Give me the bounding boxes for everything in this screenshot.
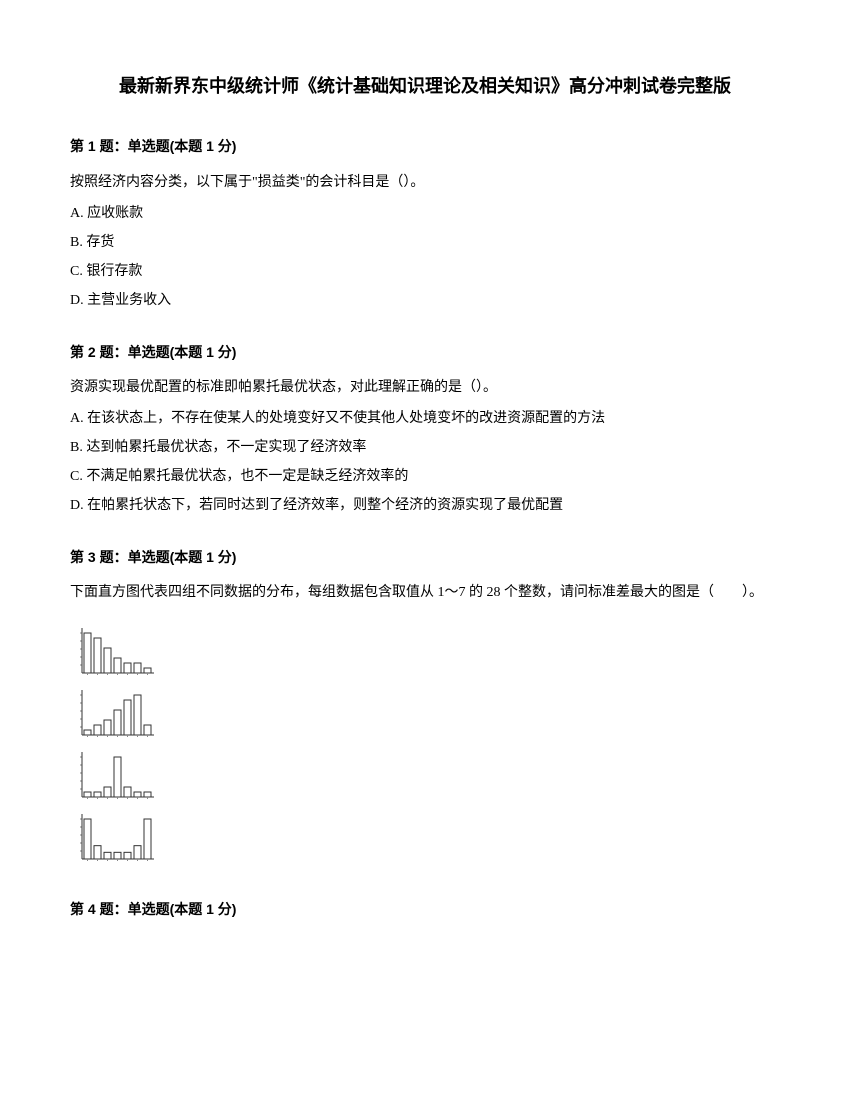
histogram-c — [70, 747, 156, 805]
q2-text: 资源实现最优配置的标准即帕累托最优状态，对此理解正确的是（）。 — [70, 375, 780, 400]
page-title: 最新新界东中级统计师《统计基础知识理论及相关知识》高分冲刺试卷完整版 — [70, 70, 780, 102]
histogram-d — [70, 809, 156, 867]
q1-opt-d: D. 主营业务收入 — [70, 288, 780, 313]
q1-opt-c: C. 银行存款 — [70, 259, 780, 284]
q2-header: 第 2 题：单选题(本题 1 分) — [70, 340, 780, 365]
q1-opt-a: A. 应收账款 — [70, 201, 780, 226]
q3-text: 下面直方图代表四组不同数据的分布，每组数据包含取值从 1～7 的 28 个整数，… — [70, 580, 780, 605]
q1-opt-b: B. 存货 — [70, 230, 780, 255]
histogram-a — [70, 623, 156, 681]
q2-opt-b: B. 达到帕累托最优状态，不一定实现了经济效率 — [70, 435, 780, 460]
q3-header: 第 3 题：单选题(本题 1 分) — [70, 545, 780, 570]
q2-opt-c: C. 不满足帕累托最优状态，也不一定是缺乏经济效率的 — [70, 464, 780, 489]
q2-opt-a: A. 在该状态上，不存在使某人的处境变好又不使其他人处境变坏的改进资源配置的方法 — [70, 406, 780, 431]
q1-text: 按照经济内容分类，以下属于"损益类"的会计科目是（）。 — [70, 170, 780, 195]
q1-header: 第 1 题：单选题(本题 1 分) — [70, 134, 780, 159]
q4-header: 第 4 题：单选题(本题 1 分) — [70, 897, 780, 922]
q2-opt-d: D. 在帕累托状态下，若同时达到了经济效率，则整个经济的资源实现了最优配置 — [70, 493, 780, 518]
histogram-b — [70, 685, 156, 743]
histogram-options — [70, 623, 780, 867]
